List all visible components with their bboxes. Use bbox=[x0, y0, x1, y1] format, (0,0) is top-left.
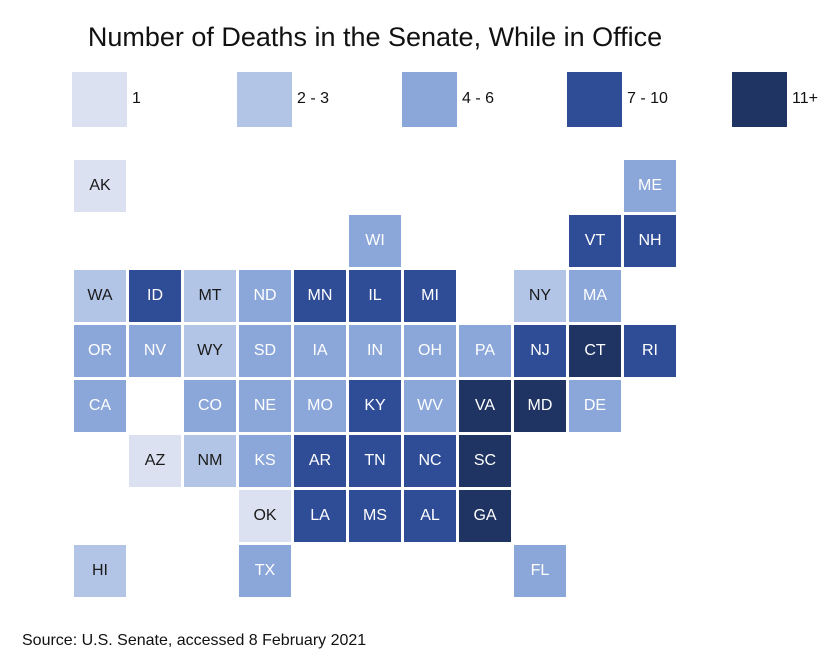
state-tile-pa: PA bbox=[459, 325, 511, 377]
state-tile-tn: TN bbox=[349, 435, 401, 487]
state-tile-al: AL bbox=[404, 490, 456, 542]
state-tile-in: IN bbox=[349, 325, 401, 377]
state-tile-wa: WA bbox=[74, 270, 126, 322]
state-tile-ma: MA bbox=[569, 270, 621, 322]
state-tile-nh: NH bbox=[624, 215, 676, 267]
state-tile-ne: NE bbox=[239, 380, 291, 432]
chart-title: Number of Deaths in the Senate, While in… bbox=[87, 22, 663, 52]
legend-swatch-1 bbox=[237, 72, 292, 127]
state-tile-mo: MO bbox=[294, 380, 346, 432]
state-tile-mt: MT bbox=[184, 270, 236, 322]
legend-swatch-4 bbox=[732, 72, 787, 127]
state-tile-ri: RI bbox=[624, 325, 676, 377]
state-tile-nc: NC bbox=[404, 435, 456, 487]
state-tile-la: LA bbox=[294, 490, 346, 542]
state-tile-ia: IA bbox=[294, 325, 346, 377]
state-tile-ar: AR bbox=[294, 435, 346, 487]
state-tile-ak: AK bbox=[74, 160, 126, 212]
state-tile-md: MD bbox=[514, 380, 566, 432]
state-tile-me: ME bbox=[624, 160, 676, 212]
legend-label-0: 1 bbox=[132, 90, 141, 107]
state-tile-vt: VT bbox=[569, 215, 621, 267]
state-tile-nj: NJ bbox=[514, 325, 566, 377]
state-tile-id: ID bbox=[129, 270, 181, 322]
legend-label-3: 7 - 10 bbox=[627, 90, 668, 107]
state-tile-nv: NV bbox=[129, 325, 181, 377]
source-note: Source: U.S. Senate, accessed 8 February… bbox=[22, 632, 367, 649]
state-tile-or: OR bbox=[74, 325, 126, 377]
state-tile-nd: ND bbox=[239, 270, 291, 322]
state-tile-ok: OK bbox=[239, 490, 291, 542]
state-tile-az: AZ bbox=[129, 435, 181, 487]
state-tile-mn: MN bbox=[294, 270, 346, 322]
state-tile-ms: MS bbox=[349, 490, 401, 542]
state-tile-ky: KY bbox=[349, 380, 401, 432]
legend-swatch-3 bbox=[567, 72, 622, 127]
state-tile-fl: FL bbox=[514, 545, 566, 597]
state-tile-map: AK ME WI VT NH WA ID MT ND MN IL MI NY MA OR NV WY SD IA IN… bbox=[74, 160, 676, 597]
legend-swatch-2 bbox=[402, 72, 457, 127]
legend-label-1: 2 - 3 bbox=[297, 90, 330, 107]
state-tile-il: IL bbox=[349, 270, 401, 322]
state-tile-ca: CA bbox=[74, 380, 126, 432]
state-tile-co: CO bbox=[184, 380, 236, 432]
legend-label-4: 11+ bbox=[792, 90, 818, 107]
state-tile-sd: SD bbox=[239, 325, 291, 377]
state-tile-ga: GA bbox=[459, 490, 511, 542]
state-tile-sc: SC bbox=[459, 435, 511, 487]
state-tile-ct: CT bbox=[569, 325, 621, 377]
state-tile-nm: NM bbox=[184, 435, 236, 487]
state-tile-ks: KS bbox=[239, 435, 291, 487]
legend-swatch-0 bbox=[72, 72, 127, 127]
state-tile-hi: HI bbox=[74, 545, 126, 597]
state-tile-va: VA bbox=[459, 380, 511, 432]
state-tile-ny: NY bbox=[514, 270, 566, 322]
state-tile-tx: TX bbox=[239, 545, 291, 597]
legend: 1 2 - 3 4 - 6 7 - 10 11+ bbox=[0, 0, 832, 140]
state-tile-wv: WV bbox=[404, 380, 456, 432]
state-tile-mi: MI bbox=[404, 270, 456, 322]
state-tile-de: DE bbox=[569, 380, 621, 432]
state-tile-oh: OH bbox=[404, 325, 456, 377]
state-tile-wi: WI bbox=[349, 215, 401, 267]
legend-label-2: 4 - 6 bbox=[462, 90, 495, 107]
state-tile-wy: WY bbox=[184, 325, 236, 377]
